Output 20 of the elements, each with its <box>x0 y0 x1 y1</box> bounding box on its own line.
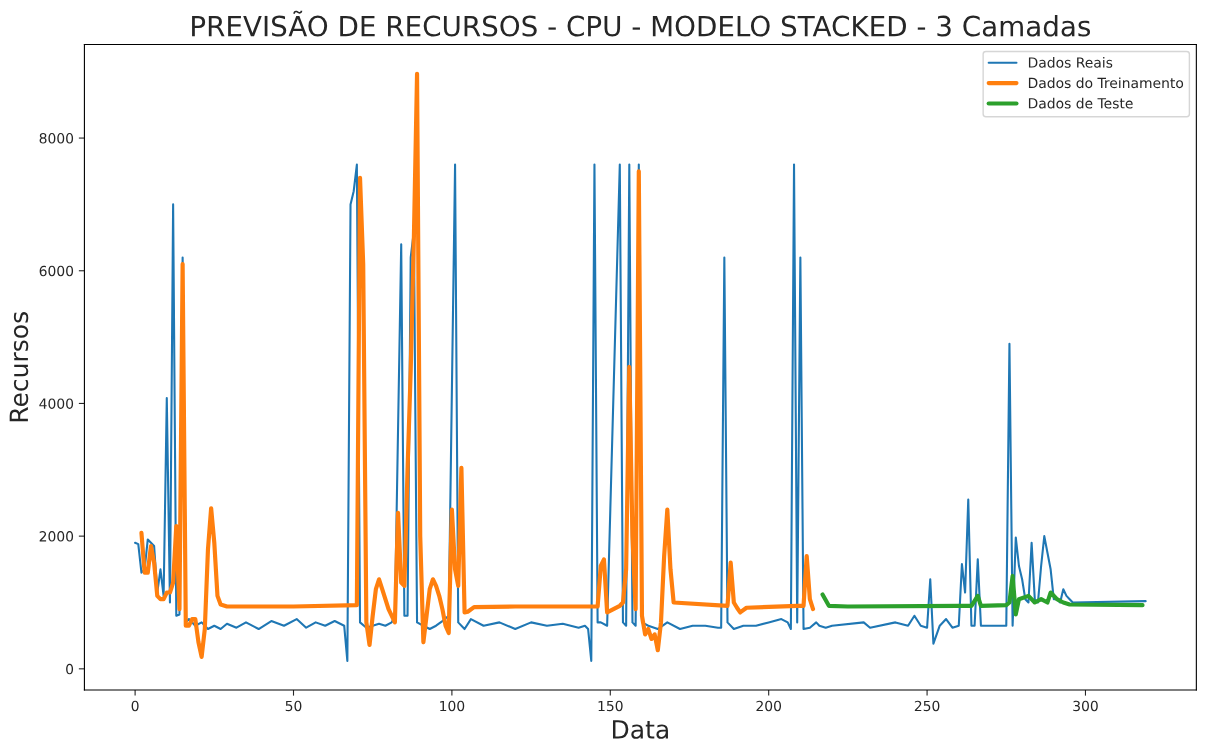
legend-label: Dados Reais <box>1028 57 1113 68</box>
y-tick-label: 4000 <box>39 398 74 409</box>
x-tick-label: 100 <box>440 700 465 712</box>
y-tick-label: 6000 <box>39 265 74 277</box>
x-tick-label: 0 <box>131 700 139 712</box>
x-tick-label: 200 <box>756 700 782 712</box>
x-axis-title: Data <box>612 720 668 739</box>
x-tick-label: 300 <box>1073 700 1098 712</box>
legend-label: Dados do Treinamento <box>1028 77 1184 89</box>
y-axis-title: Recursos <box>9 312 29 422</box>
x-tick-label: 150 <box>598 700 623 712</box>
x-tick-label: 50 <box>285 700 302 712</box>
y-tick-label: 8000 <box>39 133 74 144</box>
chart-title: PREVISÃO DE RECURSOS - CPU - MODELO STACKED - 3 Camadas <box>192 10 1091 37</box>
x-tick-label: 250 <box>914 700 940 712</box>
y-tick-label: 2000 <box>39 531 74 542</box>
y-tick-label: 0 <box>66 663 74 675</box>
line-series <box>139 71 816 659</box>
legend-label: Dados de Teste <box>1028 97 1133 109</box>
line-series <box>820 573 1145 617</box>
